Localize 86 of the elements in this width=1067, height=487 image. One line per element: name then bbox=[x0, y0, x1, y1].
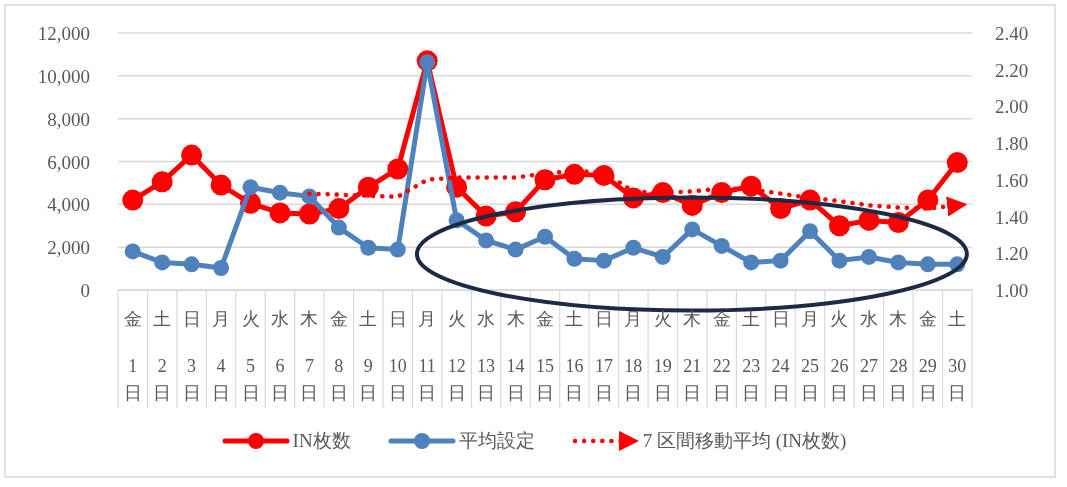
category-label: 木 7日 bbox=[300, 309, 319, 403]
point bbox=[181, 144, 203, 166]
category-label: 火 12日 bbox=[447, 309, 466, 403]
point bbox=[772, 252, 789, 269]
category-label: 土 2日 bbox=[153, 309, 172, 403]
point bbox=[242, 179, 259, 196]
point bbox=[625, 239, 642, 256]
y2-tick-label: 2.20 bbox=[995, 59, 1029, 81]
category-label: 月 11日 bbox=[418, 309, 437, 403]
category-label: 金 22日 bbox=[712, 309, 731, 403]
category-label: 木 28日 bbox=[889, 309, 908, 403]
point bbox=[183, 256, 200, 273]
point bbox=[860, 248, 877, 265]
point bbox=[124, 243, 141, 260]
point bbox=[269, 202, 291, 224]
point bbox=[298, 203, 320, 225]
y-tick-label: 10,000 bbox=[37, 65, 90, 87]
point bbox=[802, 223, 819, 240]
category-label: 土 30日 bbox=[948, 309, 967, 403]
point bbox=[534, 169, 556, 191]
category-label: 水 13日 bbox=[477, 309, 496, 403]
point bbox=[389, 241, 406, 258]
category-label: 火 26日 bbox=[830, 309, 849, 403]
category-label: 日 10日 bbox=[388, 309, 407, 403]
legend-label: 7 区間移動平均 (IN枚数) bbox=[642, 429, 847, 453]
point bbox=[478, 232, 495, 249]
y2-tick-label: 1.20 bbox=[995, 243, 1029, 265]
point bbox=[828, 215, 850, 237]
point bbox=[537, 228, 553, 245]
point bbox=[210, 174, 232, 196]
point bbox=[357, 176, 379, 198]
y-tick-label: 12,000 bbox=[37, 23, 90, 44]
point bbox=[122, 189, 144, 211]
point bbox=[566, 250, 583, 267]
category-label: 金 1日 bbox=[123, 309, 142, 403]
point bbox=[271, 184, 288, 201]
category-label: 土 9日 bbox=[359, 309, 378, 403]
y2-tick-label: 1.60 bbox=[995, 169, 1029, 191]
y-tick-label: 2,000 bbox=[47, 237, 90, 259]
point bbox=[743, 254, 760, 271]
y-tick-label: 6,000 bbox=[47, 151, 90, 173]
category-label: 水 6日 bbox=[270, 309, 289, 403]
point bbox=[654, 248, 671, 265]
point bbox=[387, 158, 409, 180]
category-label: 月 4日 bbox=[212, 309, 231, 403]
point bbox=[595, 252, 612, 269]
point bbox=[213, 259, 230, 276]
category-label: 月 18日 bbox=[624, 309, 643, 403]
category-label: 木 14日 bbox=[506, 309, 525, 403]
y2-tick-label: 2.40 bbox=[995, 23, 1029, 44]
point bbox=[684, 221, 701, 238]
y-tick-label: 0 bbox=[80, 280, 90, 301]
point bbox=[890, 254, 907, 271]
point bbox=[360, 239, 377, 256]
category-label: 土 23日 bbox=[742, 309, 761, 403]
category-label: 日 24日 bbox=[771, 309, 790, 403]
point bbox=[919, 256, 936, 273]
category-label: 土 16日 bbox=[565, 309, 584, 403]
y2-tick-label: 1.40 bbox=[995, 206, 1029, 228]
category-label: 日 3日 bbox=[182, 309, 201, 403]
category-label: 金 8日 bbox=[329, 309, 348, 403]
point bbox=[831, 252, 848, 269]
point bbox=[917, 189, 939, 211]
point bbox=[328, 198, 350, 220]
point bbox=[946, 152, 968, 174]
point bbox=[713, 237, 730, 254]
category-label: 日 17日 bbox=[594, 309, 613, 403]
point bbox=[507, 241, 524, 258]
category-label: 月 25日 bbox=[801, 309, 820, 403]
category-label: 火 5日 bbox=[241, 309, 260, 403]
category-label: 火 19日 bbox=[653, 309, 672, 403]
y-tick-label: 4,000 bbox=[47, 194, 90, 216]
y-tick-label: 8,000 bbox=[47, 108, 90, 130]
category-label: 木 21日 bbox=[683, 309, 702, 403]
y2-tick-label: 2.00 bbox=[995, 96, 1029, 118]
legend-label: 平均設定 bbox=[458, 429, 535, 453]
category-label: 金 29日 bbox=[918, 309, 937, 403]
point bbox=[858, 209, 880, 231]
point bbox=[330, 219, 347, 236]
point bbox=[151, 171, 173, 193]
y2-tick-label: 1.00 bbox=[995, 280, 1029, 301]
category-label: 水 27日 bbox=[859, 309, 878, 403]
y2-tick-label: 1.80 bbox=[995, 133, 1029, 155]
legend-label: IN枚数 bbox=[292, 429, 351, 453]
point bbox=[154, 254, 171, 271]
category-label: 金 15日 bbox=[536, 309, 554, 403]
